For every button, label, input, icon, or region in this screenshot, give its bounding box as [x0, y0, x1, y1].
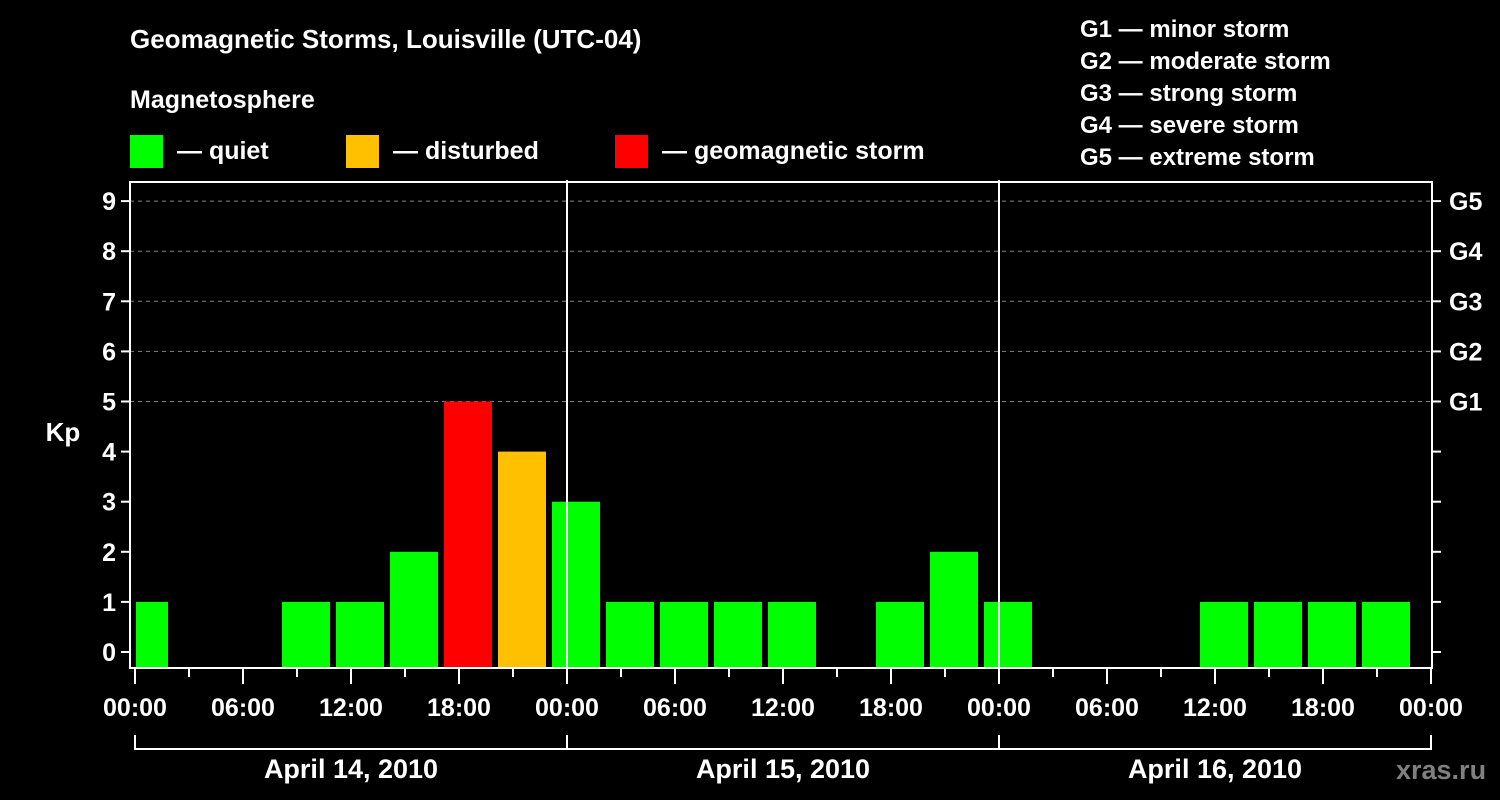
- y-tick-label: 5: [102, 389, 116, 417]
- kp-bar: [1308, 601, 1356, 667]
- kp-bar: [136, 601, 168, 667]
- y-tick-label: 8: [102, 238, 116, 266]
- g-scale-label: G2: [1449, 338, 1482, 366]
- x-tick-label: 12:00: [319, 694, 383, 722]
- g-scale-label: G5: [1449, 188, 1482, 216]
- kp-bar: [768, 601, 816, 667]
- kp-bar: [606, 601, 654, 667]
- chart-title: Geomagnetic Storms, Louisville (UTC-04): [130, 24, 642, 54]
- kp-bar: [282, 601, 330, 667]
- x-tick-label: 18:00: [859, 694, 923, 722]
- bars: [136, 401, 1410, 667]
- y-tick-label: 7: [102, 288, 116, 316]
- x-tick-label: 00:00: [967, 694, 1031, 722]
- storm-scale-g5: G5 — extreme storm: [1080, 144, 1315, 171]
- y-tick-label: 3: [102, 489, 116, 517]
- x-tick-label: 12:00: [751, 694, 815, 722]
- y-tick-label: 1: [102, 589, 116, 617]
- y-tick-label: 0: [102, 639, 116, 667]
- kp-bar: [660, 601, 708, 667]
- x-tick-label: 12:00: [1183, 694, 1247, 722]
- chart-subtitle: Magnetosphere: [130, 86, 315, 114]
- legend-label: — disturbed: [393, 136, 539, 165]
- legend-item-disturbed: — disturbed: [346, 134, 539, 168]
- y-axis-label: Kp: [46, 417, 81, 447]
- kp-bar: [876, 601, 924, 667]
- kp-bar: [1254, 601, 1302, 667]
- grid-lines: [130, 200, 1432, 402]
- watermark: xras.ru: [1396, 755, 1487, 785]
- legend-item-storm: — geomagnetic storm: [615, 134, 925, 168]
- legend-label: — geomagnetic storm: [662, 136, 925, 165]
- legend-item-quiet: — quiet: [130, 134, 269, 168]
- storm-scale-g3: G3 — strong storm: [1080, 80, 1298, 107]
- y-tick-label: 9: [102, 188, 116, 216]
- kp-bar: [336, 601, 384, 667]
- kp-bar: [1362, 601, 1410, 667]
- kp-bar: [390, 551, 438, 667]
- y-tick-label: 6: [102, 338, 116, 366]
- x-tick-label: 06:00: [643, 694, 707, 722]
- x-tick-label: 18:00: [427, 694, 491, 722]
- disturbed-swatch-icon: [346, 134, 379, 168]
- day-label-2: April 15, 2010: [695, 754, 871, 784]
- x-tick-label: 00:00: [535, 694, 599, 722]
- day-label-3: April 16, 2010: [1127, 754, 1303, 784]
- x-tick-label: 00:00: [1399, 694, 1463, 722]
- g-scale-label: G1: [1449, 389, 1482, 417]
- kp-bar: [714, 601, 762, 667]
- kp-bar: [984, 601, 1032, 667]
- kp-bar: [1200, 601, 1248, 667]
- g-scale-label: G4: [1449, 238, 1482, 266]
- plot-frame: [129, 181, 1433, 669]
- x-tick-label: 06:00: [1075, 694, 1139, 722]
- kp-bar: [498, 451, 546, 667]
- axes: 0 1 2 3 4 5 G1 6 G2 7 G3 8 G4 9 G5 00:00 06:00 12:00 18:00…: [102, 180, 1482, 750]
- x-tick-label: 00:00: [103, 694, 167, 722]
- x-tick-label: 18:00: [1291, 694, 1355, 722]
- g-scale-label: G3: [1449, 288, 1482, 316]
- storm-scale-g2: G2 — moderate storm: [1080, 48, 1331, 75]
- legend-label: — quiet: [177, 136, 269, 165]
- y-tick-label: 2: [102, 539, 116, 567]
- storm-scale-g4: G4 — severe storm: [1080, 112, 1299, 139]
- kp-bar: [552, 501, 600, 667]
- x-tick-label: 06:00: [211, 694, 275, 722]
- storm-swatch-icon: [615, 134, 648, 168]
- y-tick-label: 4: [102, 439, 116, 467]
- kp-bar: [930, 551, 978, 667]
- quiet-swatch-icon: [130, 134, 163, 168]
- kp-bar: [444, 401, 492, 667]
- storm-scale-g1: G1 — minor storm: [1080, 16, 1290, 43]
- storm-scale-legend: G1 — minor storm G2 — moderate storm G3 …: [1080, 14, 1331, 174]
- day-label-1: April 14, 2010: [263, 754, 439, 784]
